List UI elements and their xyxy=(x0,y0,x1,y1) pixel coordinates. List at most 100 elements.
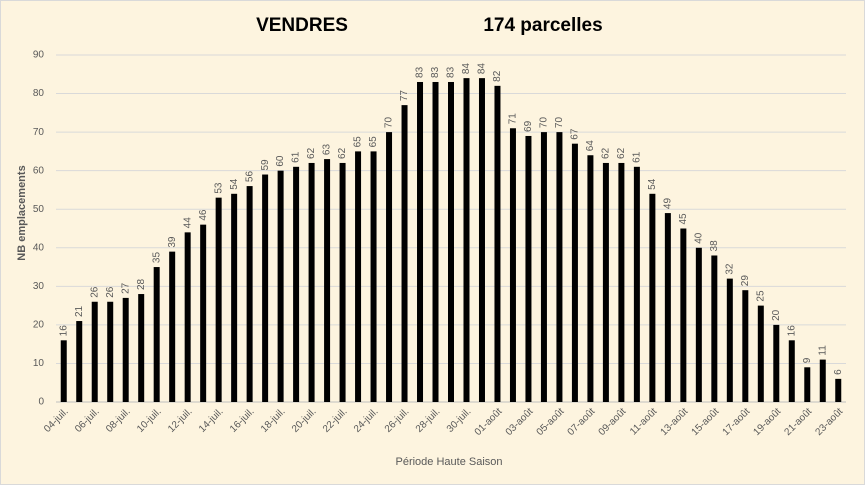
value-label: 82 xyxy=(492,70,503,82)
value-label: 59 xyxy=(260,159,271,171)
bar xyxy=(819,359,826,402)
bar xyxy=(138,294,145,402)
bar xyxy=(386,132,393,402)
bar xyxy=(494,85,501,402)
value-label: 60 xyxy=(275,155,286,167)
value-label: 54 xyxy=(647,178,658,190)
y-tick-label: 50 xyxy=(33,204,45,215)
bar xyxy=(618,162,625,402)
y-tick-label: 10 xyxy=(33,358,45,369)
value-label: 28 xyxy=(136,278,147,290)
value-label: 32 xyxy=(724,263,735,275)
value-label: 26 xyxy=(89,286,100,298)
value-label: 65 xyxy=(353,136,364,148)
y-tick-label: 40 xyxy=(33,242,45,253)
value-label: 69 xyxy=(523,120,534,132)
bar xyxy=(262,174,269,402)
value-label: 70 xyxy=(554,117,565,129)
bar xyxy=(478,78,485,402)
bar xyxy=(370,151,377,402)
bar xyxy=(401,105,408,402)
value-label: 53 xyxy=(213,182,224,194)
bar xyxy=(231,193,238,402)
chart-title: VENDRES xyxy=(256,15,348,36)
value-label: 63 xyxy=(322,144,333,156)
bar xyxy=(308,162,315,402)
value-label: 49 xyxy=(663,198,674,210)
value-label: 9 xyxy=(802,357,813,363)
value-label: 45 xyxy=(678,213,689,225)
value-label: 83 xyxy=(446,66,457,78)
value-label: 84 xyxy=(461,63,472,75)
value-label: 83 xyxy=(415,66,426,78)
value-label: 39 xyxy=(167,236,178,248)
bar xyxy=(540,132,547,402)
bar xyxy=(91,301,98,402)
value-label: 62 xyxy=(337,147,348,159)
bar xyxy=(246,186,253,402)
bar xyxy=(726,278,733,402)
value-label: 16 xyxy=(786,325,797,337)
value-label: 21 xyxy=(74,305,85,317)
y-tick-label: 30 xyxy=(33,281,45,292)
value-label: 77 xyxy=(399,90,410,102)
bar xyxy=(556,132,563,402)
bar xyxy=(339,162,346,402)
bar xyxy=(448,81,454,402)
value-label: 62 xyxy=(306,147,317,159)
y-axis-title: NB emplacements xyxy=(16,165,28,260)
bar xyxy=(432,81,439,402)
bar xyxy=(355,151,362,402)
value-label: 61 xyxy=(632,151,643,163)
bar xyxy=(417,81,424,402)
value-label: 25 xyxy=(755,290,766,302)
y-tick-label: 20 xyxy=(33,320,45,331)
value-label: 84 xyxy=(477,63,488,75)
value-label: 20 xyxy=(771,309,782,321)
value-label: 44 xyxy=(182,217,193,229)
bar xyxy=(742,290,749,402)
value-label: 16 xyxy=(58,325,69,337)
chart-subtitle: 174 parcelles xyxy=(483,15,602,36)
bar xyxy=(169,251,176,402)
bar xyxy=(804,367,811,402)
value-label: 62 xyxy=(601,147,612,159)
x-axis-title: Période Haute Saison xyxy=(395,456,502,468)
bar xyxy=(773,324,780,402)
bar xyxy=(587,155,594,402)
value-label: 71 xyxy=(508,113,519,125)
bar xyxy=(277,170,284,402)
value-label: 61 xyxy=(291,151,302,163)
value-label: 70 xyxy=(539,117,550,129)
bar xyxy=(153,267,160,402)
value-label: 35 xyxy=(151,251,162,263)
bar xyxy=(107,301,114,402)
bar xyxy=(695,247,702,402)
bar xyxy=(200,224,207,402)
value-label: 56 xyxy=(244,171,255,183)
value-label: 83 xyxy=(430,66,441,78)
value-label: 11 xyxy=(817,345,828,356)
value-label: 27 xyxy=(120,282,131,294)
bar xyxy=(664,213,671,402)
value-label: 6 xyxy=(833,369,844,375)
value-label: 38 xyxy=(709,240,720,252)
bar xyxy=(711,255,718,402)
bar xyxy=(680,228,687,402)
bar xyxy=(571,143,578,402)
bar xyxy=(602,162,609,402)
value-label: 40 xyxy=(693,232,704,244)
bar xyxy=(509,128,516,402)
y-tick-label: 0 xyxy=(38,397,44,408)
y-tick-label: 90 xyxy=(33,50,45,61)
bar xyxy=(757,305,764,402)
y-tick-label: 60 xyxy=(33,165,45,176)
value-label: 29 xyxy=(740,275,751,287)
bar xyxy=(835,378,842,402)
bar xyxy=(649,193,656,402)
bar xyxy=(60,340,67,402)
bar xyxy=(525,135,532,402)
bar xyxy=(633,166,640,402)
